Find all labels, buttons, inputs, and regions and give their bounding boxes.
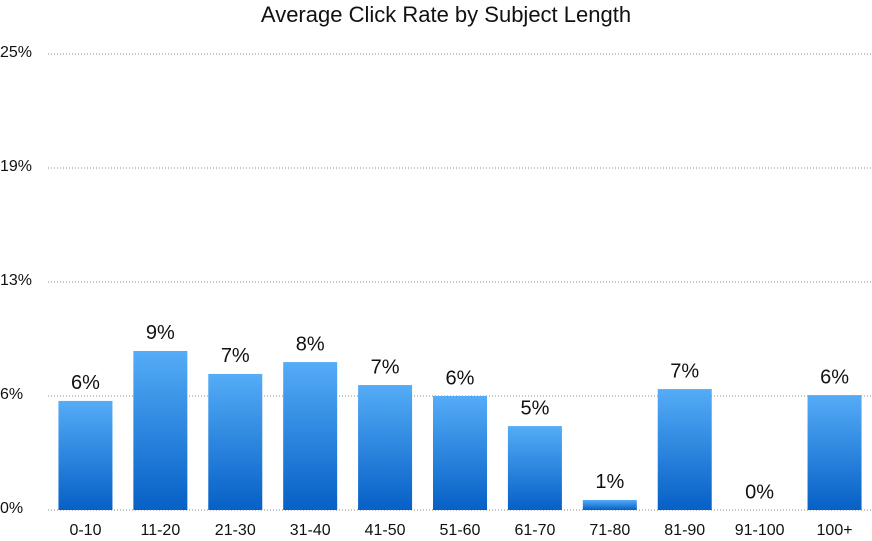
y-tick-label: 0%: [0, 500, 23, 517]
value-label: 5%: [520, 397, 549, 419]
bar: [283, 362, 338, 510]
y-tick-label: 6%: [0, 386, 23, 403]
bar: [133, 350, 188, 510]
value-label: 0%: [745, 481, 774, 503]
bar: [58, 400, 113, 510]
x-tick-label: 91-100: [735, 522, 785, 539]
x-tick-label: 51-60: [440, 522, 481, 539]
x-tick-label: 81-90: [664, 522, 705, 539]
value-label: 7%: [371, 356, 400, 378]
y-tick-label: 13%: [0, 272, 32, 289]
bar: [507, 426, 562, 510]
x-tick-label: 21-30: [215, 522, 256, 539]
bar: [807, 395, 862, 510]
bar: [657, 389, 712, 510]
x-tick-label: 100+: [817, 522, 853, 539]
x-tick-label: 71-80: [589, 522, 630, 539]
value-label: 9%: [146, 322, 175, 344]
x-tick-label: 31-40: [290, 522, 331, 539]
bar: [433, 396, 487, 510]
value-label: 6%: [820, 366, 849, 388]
value-label: 1%: [595, 471, 624, 493]
x-tick-label: 0-10: [69, 522, 101, 539]
value-label: 6%: [71, 372, 100, 394]
value-label: 8%: [296, 333, 325, 355]
y-tick-label: 25%: [0, 44, 32, 61]
x-tick-label: 11-20: [140, 522, 180, 539]
bar: [358, 385, 413, 510]
bar: [208, 373, 263, 510]
x-tick-label: 41-50: [365, 522, 406, 539]
value-label: 7%: [221, 345, 250, 367]
bar: [582, 499, 637, 510]
chart-title: Average Click Rate by Subject Length: [261, 2, 631, 27]
x-tick-label: 61-70: [514, 522, 555, 539]
value-label: 6%: [446, 367, 475, 389]
value-label: 7%: [670, 360, 699, 382]
y-tick-label: 19%: [0, 158, 32, 175]
